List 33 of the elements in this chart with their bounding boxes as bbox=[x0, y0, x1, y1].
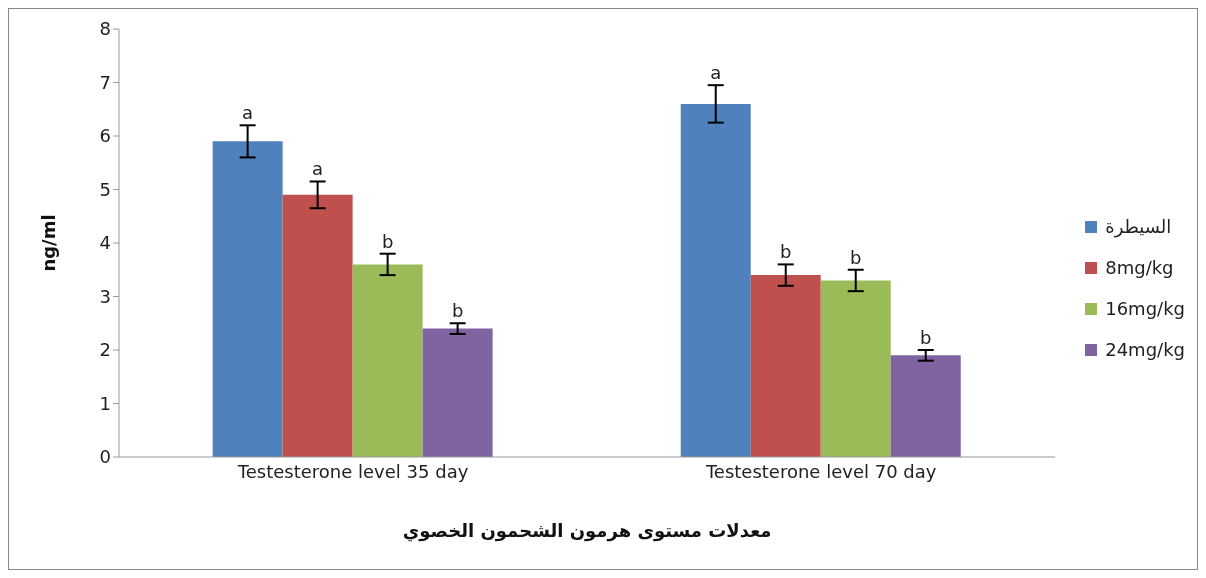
y-tick-label: 4 bbox=[99, 232, 111, 254]
x-axis-title: معدلات مستوى هرمون الشحمون الخصوي bbox=[402, 520, 772, 542]
data-label: b bbox=[780, 241, 792, 263]
y-tick-label: 3 bbox=[99, 285, 111, 307]
data-label: b bbox=[451, 300, 464, 322]
bar bbox=[750, 275, 821, 457]
data-label: b bbox=[381, 230, 394, 252]
bar bbox=[352, 264, 423, 457]
data-label: a bbox=[312, 158, 324, 180]
legend-label: 24mg/kg bbox=[1105, 339, 1185, 360]
y-tick-label: 1 bbox=[99, 392, 111, 414]
bar bbox=[890, 355, 961, 457]
legend-label: 8mg/kg bbox=[1105, 257, 1174, 278]
y-tick-label: 2 bbox=[99, 339, 111, 361]
data-label: b bbox=[850, 246, 862, 268]
data-label: a bbox=[242, 102, 254, 124]
y-tick-label: 8 bbox=[99, 18, 111, 40]
x-tick-label: Testesterone level 70 day bbox=[704, 460, 937, 482]
y-tick-label: 0 bbox=[99, 446, 111, 468]
legend-label: 16mg/kg bbox=[1105, 298, 1185, 319]
bar bbox=[422, 328, 493, 457]
y-axis-title: ng/ml bbox=[38, 214, 60, 272]
data-label: a bbox=[710, 62, 722, 84]
y-tick-label: 5 bbox=[99, 178, 111, 200]
y-tick-label: 7 bbox=[99, 71, 111, 93]
legend-label: السيطرة bbox=[1105, 216, 1172, 237]
data-label: b bbox=[920, 327, 932, 348]
bar bbox=[212, 141, 283, 457]
y-tick-label: 6 bbox=[99, 125, 111, 147]
bar bbox=[680, 103, 751, 457]
x-tick-label: Testesterone level 35 day bbox=[236, 460, 469, 482]
bar bbox=[820, 280, 891, 457]
bar bbox=[282, 194, 353, 457]
